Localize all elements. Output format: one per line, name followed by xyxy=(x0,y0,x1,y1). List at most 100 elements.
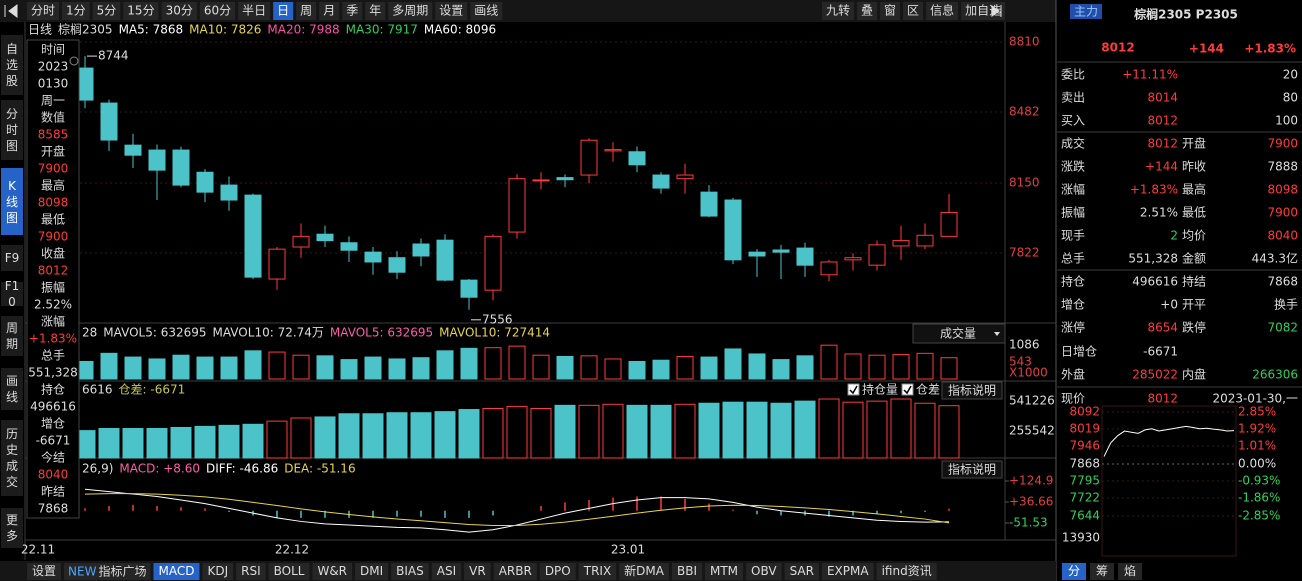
bottom-tab[interactable]: RSI xyxy=(241,564,261,578)
sidebar-label[interactable]: 自选股 xyxy=(5,42,18,88)
bottom-tab-bg[interactable] xyxy=(236,563,266,580)
tool-button[interactable]: 窗 xyxy=(884,4,896,18)
bottom-tab[interactable]: KDJ xyxy=(207,564,228,578)
quote-tab[interactable]: 筹 xyxy=(1096,564,1108,578)
tool-button-bg[interactable] xyxy=(857,2,878,20)
period-button-bg[interactable] xyxy=(365,2,386,20)
tool-button-bg[interactable] xyxy=(961,2,1006,20)
bottom-tab-bg[interactable] xyxy=(431,563,462,580)
tool-button-bg[interactable] xyxy=(822,2,855,20)
period-button[interactable]: 60分 xyxy=(204,4,231,18)
bottom-tab[interactable]: ARBR xyxy=(499,564,532,578)
bottom-tab[interactable]: TRIX xyxy=(583,564,611,578)
checkbox-label[interactable]: 仓差 xyxy=(916,383,940,397)
bottom-tab-bg[interactable] xyxy=(578,563,617,580)
period-button-bg[interactable] xyxy=(319,2,340,20)
period-button-bg[interactable] xyxy=(296,2,317,20)
period-button-bg[interactable] xyxy=(27,2,60,20)
bottom-tab-bg[interactable] xyxy=(784,563,819,580)
period-button-bg[interactable] xyxy=(62,2,90,20)
period-button[interactable]: 半日 xyxy=(242,4,266,18)
quote-tab-bg[interactable] xyxy=(1062,563,1087,580)
period-button[interactable]: 1分 xyxy=(66,4,86,18)
bottom-tab-bg[interactable] xyxy=(153,563,200,580)
quote-tab-bg[interactable] xyxy=(1118,563,1143,580)
selector[interactable]: 成交量 xyxy=(940,326,976,341)
period-button-bg[interactable] xyxy=(238,2,271,20)
sidebar-label[interactable]: F10 xyxy=(4,279,20,309)
bottom-tab-bg[interactable] xyxy=(705,563,744,580)
bottom-tab[interactable]: MTM xyxy=(710,564,738,578)
bottom-tab[interactable]: OBV xyxy=(751,564,777,578)
period-button[interactable]: 设置 xyxy=(439,4,463,18)
sidebar-label[interactable]: 周期 xyxy=(5,321,18,351)
selector-bg[interactable] xyxy=(912,323,1006,344)
period-button-bg[interactable] xyxy=(273,2,294,20)
bottom-tab-bg[interactable] xyxy=(746,563,782,580)
bottom-tab[interactable]: W&R xyxy=(317,564,347,578)
bottom-tab-bg[interactable] xyxy=(391,563,429,580)
period-button[interactable]: 5分 xyxy=(97,4,117,18)
sidebar-tab[interactable]: 分时图 xyxy=(1,100,23,160)
checkmark[interactable] xyxy=(903,385,912,395)
period-button[interactable]: 年 xyxy=(369,4,381,18)
tab-badge[interactable]: NEW xyxy=(68,565,97,579)
period-button-bg[interactable] xyxy=(342,2,363,20)
sidebar-label[interactable]: 更多 xyxy=(5,513,18,543)
bottom-tab-bg[interactable] xyxy=(619,563,669,580)
sidebar-tab[interactable]: 画线 xyxy=(1,368,23,410)
bottom-tab[interactable]: EXPMA xyxy=(827,564,869,578)
tool-button-bg[interactable] xyxy=(926,2,959,20)
quote-tab[interactable]: 焰 xyxy=(1124,563,1136,578)
bottom-tab-bg[interactable] xyxy=(539,563,576,580)
period-button[interactable]: 15分 xyxy=(127,4,154,18)
period-button[interactable]: 周 xyxy=(300,4,312,18)
tool-button-bg[interactable] xyxy=(880,2,901,20)
period-button[interactable]: 画线 xyxy=(474,4,498,18)
period-button-bg[interactable] xyxy=(470,2,503,20)
sidebar-tab[interactable]: 周期 xyxy=(1,316,23,356)
bottom-tab[interactable]: 指标广场 xyxy=(98,564,146,579)
bottom-tab[interactable]: ASI xyxy=(437,564,456,578)
bottom-tab-bg[interactable] xyxy=(355,563,389,580)
period-button[interactable]: 30分 xyxy=(166,4,193,18)
period-button-bg[interactable] xyxy=(435,2,468,20)
bottom-tab-bg[interactable] xyxy=(268,563,310,580)
bottom-tab[interactable]: VR xyxy=(469,564,486,578)
sidebar-label[interactable]: F9 xyxy=(4,251,20,265)
sidebar-tab[interactable]: K线图 xyxy=(1,168,23,235)
checkbox-label[interactable]: 持仓量 xyxy=(862,382,898,397)
period-button[interactable]: 分时 xyxy=(31,4,55,18)
bottom-tab[interactable]: MACD xyxy=(158,564,194,578)
help-bg[interactable] xyxy=(941,460,1003,479)
tool-button[interactable]: 区 xyxy=(907,4,919,18)
period-button-bg[interactable] xyxy=(199,2,236,20)
tab-bg[interactable] xyxy=(64,563,151,580)
selector-arrow[interactable] xyxy=(994,332,1000,336)
bottom-tab[interactable]: SAR xyxy=(790,564,814,578)
period-button-bg[interactable] xyxy=(161,2,197,20)
tool-button[interactable]: 九转 xyxy=(826,3,850,18)
sidebar-label[interactable]: K线图 xyxy=(5,178,18,225)
checkmark[interactable] xyxy=(849,385,858,395)
help-button[interactable]: 指标说明 xyxy=(948,383,996,398)
bottom-tab-bg[interactable] xyxy=(671,563,702,580)
period-button[interactable]: 多周期 xyxy=(392,4,428,18)
bottom-tab[interactable]: ifind资讯 xyxy=(882,564,932,578)
bottom-tab[interactable]: BOLL xyxy=(274,564,305,578)
quote-tab-bg[interactable] xyxy=(1090,563,1115,580)
bottom-tab-bg[interactable] xyxy=(27,563,62,580)
bottom-tab[interactable]: BIAS xyxy=(396,564,424,578)
period-button[interactable]: 月 xyxy=(323,4,335,18)
bottom-tab-bg[interactable] xyxy=(202,563,234,580)
bottom-tab[interactable]: BBI xyxy=(677,564,697,578)
quote-tab[interactable]: 分 xyxy=(1068,564,1080,578)
first-icon[interactable] xyxy=(4,4,18,18)
checkbox[interactable] xyxy=(847,383,860,396)
sidebar-label[interactable]: 历史成交 xyxy=(5,427,18,489)
help-button[interactable]: 指标说明 xyxy=(948,462,996,477)
period-button[interactable]: 日 xyxy=(277,4,289,18)
period-button-bg[interactable] xyxy=(388,2,433,20)
bottom-tab-bg[interactable] xyxy=(493,563,537,580)
sidebar-label[interactable]: 画线 xyxy=(5,374,18,404)
